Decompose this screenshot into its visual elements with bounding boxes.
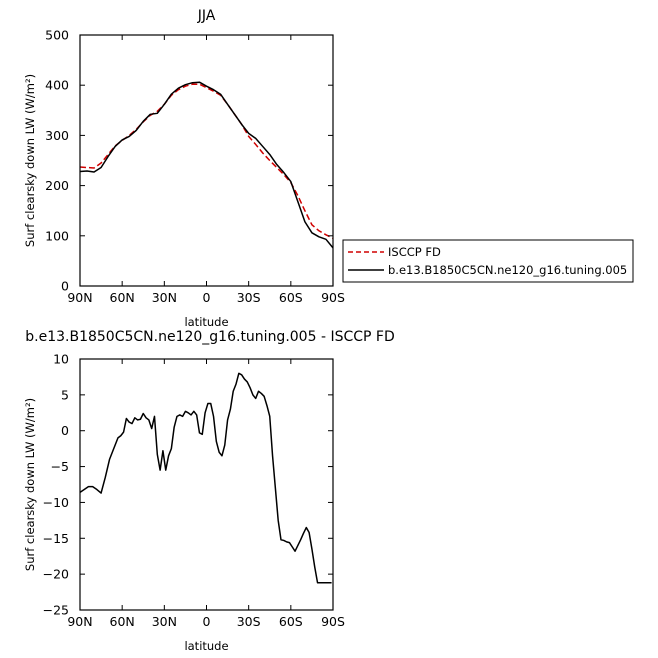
bottom-x-tick-label: 90N — [67, 614, 92, 629]
top-x-tick-label: 30S — [237, 290, 261, 305]
top-x-tick-label: 90N — [67, 290, 92, 305]
bottom-panel: b.e13.B1850C5CN.ne120_g16.tuning.005 - I… — [23, 329, 395, 653]
top-y-tick-label: 100 — [45, 228, 69, 243]
top-plot-frame — [79, 34, 334, 287]
top-x-axis-label: latitude — [184, 315, 228, 329]
top-x-tick-label: 90S — [321, 290, 345, 305]
bottom-x-tick-label: 90S — [321, 614, 345, 629]
legend-isccp-label: ISCCP FD — [388, 245, 441, 259]
legend: ISCCP FD b.e13.B1850C5CN.ne120_g16.tunin… — [342, 239, 634, 283]
bottom-y-tick-label: −5 — [51, 459, 69, 474]
top-y-tick-label: 500 — [45, 28, 69, 43]
bottom-x-tick-label: 30S — [237, 614, 261, 629]
bottom-y-tick-label: −15 — [43, 531, 69, 546]
top-panel: JJA 90N 60N 30N 0 30S 60S 90S0100200300400500 … — [23, 8, 345, 329]
top-y-tick-label: 0 — [61, 279, 69, 294]
top-data-lines — [79, 81, 334, 249]
top-x-tick-label: 60S — [279, 290, 303, 305]
bottom-y-tick-label: −10 — [43, 495, 69, 510]
top-chart-title: JJA — [197, 8, 216, 24]
bottom-axis-ticks: 90N 60N 30N 0 30S 60S 90S −25 −20 −15 −10 −5 0 5 10 — [43, 352, 345, 630]
bottom-x-tick-label: 60N — [110, 614, 135, 629]
legend-box — [342, 239, 634, 283]
bottom-chart-title: b.e13.B1850C5CN.ne120_g16.tuning.005 - I… — [25, 329, 395, 345]
bottom-data-lines — [79, 372, 332, 584]
bottom-y-axis-label: Surf clearsky down LW (W/m²) — [23, 398, 37, 571]
top-series-1-line — [79, 81, 334, 249]
top-y-tick-label: 400 — [45, 78, 69, 93]
top-y-axis-label: Surf clearsky down LW (W/m²) — [23, 74, 37, 247]
top-x-tick-label: 60N — [110, 290, 135, 305]
bottom-x-tick-label: 30N — [152, 614, 177, 629]
top-axis-ticks: 90N 60N 30N 0 30S 60S 90S 0 100 200 300 400 500 — [45, 28, 345, 306]
bottom-y-tick-label: −20 — [43, 567, 69, 582]
legend-model-label: b.e13.B1850C5CN.ne120_g16.tuning.005 — [388, 263, 627, 277]
top-y-tick-label: 200 — [45, 178, 69, 193]
bottom-y-tick-label: 10 — [53, 352, 69, 367]
bottom-x-tick-label: 0 — [203, 614, 211, 629]
bottom-y-tick-label: 5 — [61, 387, 69, 402]
bottom-x-tick-label: 60S — [279, 614, 303, 629]
bottom-y-tick-label: 0 — [61, 423, 69, 438]
bottom-x-axis-label: latitude — [184, 639, 228, 653]
bottom-y-tick-label: −25 — [43, 603, 69, 618]
bottom-plot-frame — [79, 358, 334, 611]
top-y-tick-label: 300 — [45, 128, 69, 143]
top-series-0-line — [79, 83, 334, 239]
bottom-series-0-line — [79, 372, 332, 584]
top-x-tick-label: 0 — [203, 290, 211, 305]
top-x-tick-label: 30N — [152, 290, 177, 305]
